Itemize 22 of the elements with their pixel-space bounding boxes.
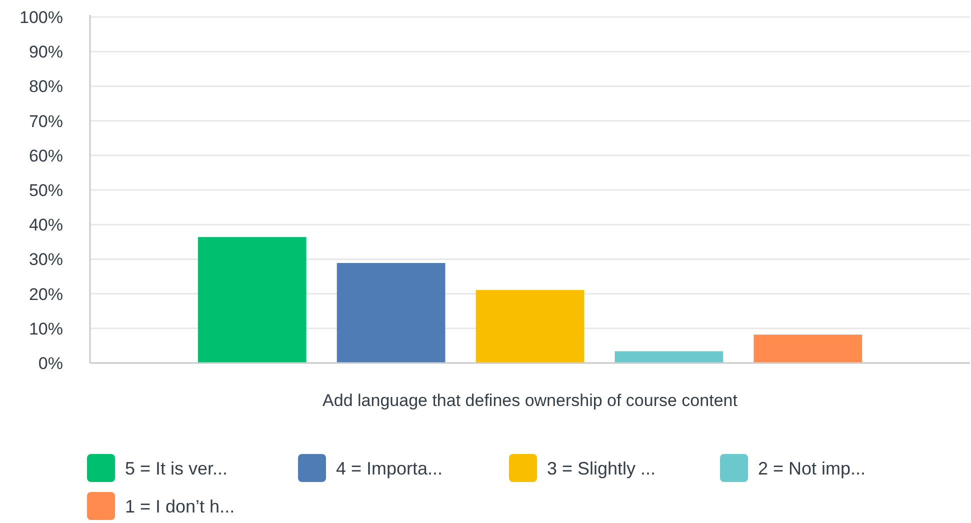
legend-label: 3 = Slightly ... — [547, 458, 656, 478]
x-tick-label: Add language that defines ownership of course content — [322, 390, 738, 410]
y-tick-label: 10% — [28, 319, 63, 338]
y-tick-label: 20% — [28, 284, 63, 304]
y-tick-label: 100% — [20, 8, 63, 27]
bar — [336, 263, 446, 363]
bar — [614, 351, 724, 363]
y-tick-label: 0% — [38, 354, 63, 373]
legend-label: 2 = Not imp... — [758, 458, 866, 478]
y-tick-label: 80% — [28, 77, 63, 96]
y-tick-label: 30% — [28, 250, 63, 270]
y-tick-label: 60% — [28, 146, 63, 166]
y-tick-label: 50% — [28, 180, 63, 200]
bar — [476, 290, 584, 363]
y-tick-label: 40% — [28, 216, 63, 235]
y-tick-label: 70% — [28, 112, 63, 131]
y-tick-label: 90% — [28, 42, 63, 62]
legend-label: 5 = It is ver... — [125, 458, 228, 478]
legend-label: 1 = I don’t h... — [125, 496, 235, 516]
bar — [754, 334, 862, 363]
bar — [198, 237, 306, 363]
legend-label: 4 = Importa... — [336, 458, 443, 478]
